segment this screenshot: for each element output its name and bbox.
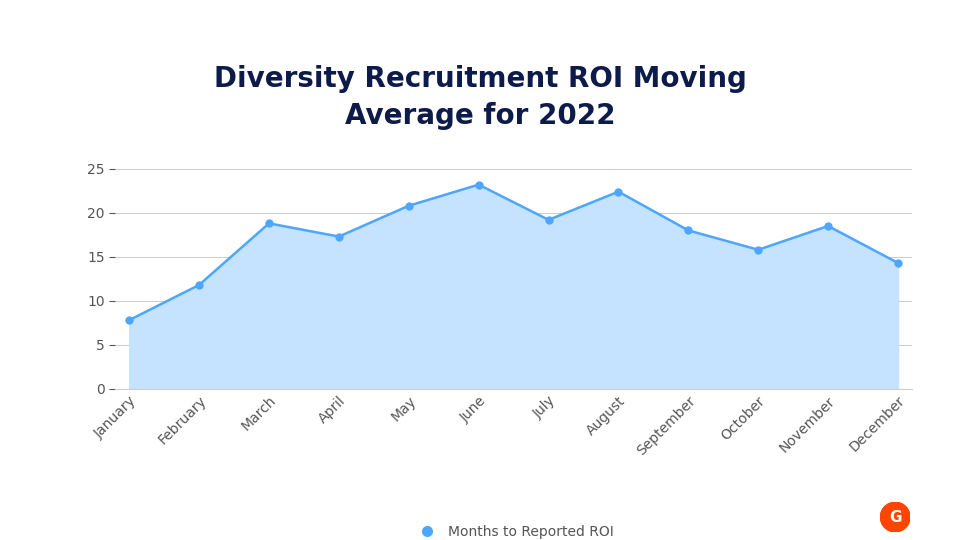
Point [751, 246, 766, 254]
Point [821, 222, 836, 231]
Point [681, 226, 696, 235]
Text: Diversity Recruitment ROI Moving
Average for 2022: Diversity Recruitment ROI Moving Average… [213, 65, 747, 130]
Point [471, 180, 487, 189]
Point [890, 259, 905, 267]
Circle shape [880, 502, 910, 532]
Point [122, 316, 137, 325]
Point [261, 219, 276, 228]
Point [191, 281, 206, 289]
Point [331, 232, 347, 241]
Legend: Months to Reported ROI: Months to Reported ROI [408, 519, 619, 540]
Point [611, 187, 626, 196]
Point [540, 215, 556, 224]
Point [401, 201, 417, 210]
Text: G: G [889, 510, 901, 524]
